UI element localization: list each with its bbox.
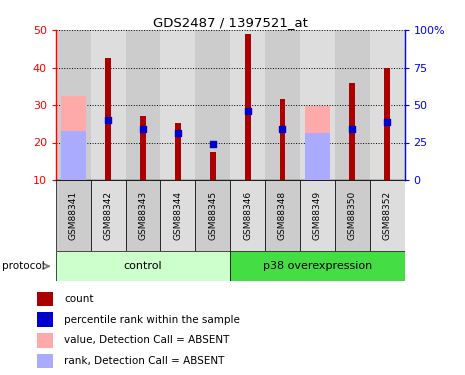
Bar <box>245 34 251 180</box>
Bar <box>56 30 91 180</box>
Bar <box>175 123 181 180</box>
Text: protocol: protocol <box>2 261 45 271</box>
Text: GSM88341: GSM88341 <box>69 191 78 240</box>
Bar <box>160 30 195 180</box>
Bar <box>305 106 330 180</box>
Bar <box>279 99 286 180</box>
Bar <box>305 133 330 180</box>
Bar <box>265 180 300 251</box>
Bar <box>160 180 195 251</box>
Text: GSM88348: GSM88348 <box>278 191 287 240</box>
Text: GSM88349: GSM88349 <box>313 191 322 240</box>
Bar <box>300 180 335 251</box>
Bar <box>37 333 53 348</box>
Title: GDS2487 / 1397521_at: GDS2487 / 1397521_at <box>153 16 308 29</box>
Bar <box>335 180 370 251</box>
Point <box>174 130 181 136</box>
Text: GSM88344: GSM88344 <box>173 191 182 240</box>
Bar <box>91 30 126 180</box>
Bar <box>140 116 146 180</box>
Bar <box>37 312 53 327</box>
Bar <box>37 292 53 306</box>
Text: GSM88350: GSM88350 <box>348 191 357 240</box>
Bar <box>230 251 405 281</box>
Bar <box>210 152 216 180</box>
Point <box>139 126 146 132</box>
Text: p38 overexpression: p38 overexpression <box>263 261 372 271</box>
Text: GSM88346: GSM88346 <box>243 191 252 240</box>
Bar <box>195 30 230 180</box>
Text: GSM88343: GSM88343 <box>139 191 147 240</box>
Bar <box>230 180 265 251</box>
Bar <box>349 82 355 180</box>
Bar <box>300 30 335 180</box>
Point <box>209 141 216 147</box>
Bar <box>265 30 300 180</box>
Bar <box>105 58 111 180</box>
Bar <box>60 96 86 180</box>
Bar <box>126 180 160 251</box>
Bar <box>126 30 160 180</box>
Text: count: count <box>64 294 93 304</box>
Bar <box>56 251 230 281</box>
Point <box>349 126 356 132</box>
Bar <box>56 180 91 251</box>
Text: GSM88352: GSM88352 <box>383 191 392 240</box>
Text: GSM88342: GSM88342 <box>104 191 113 240</box>
Text: control: control <box>124 261 162 271</box>
Point <box>383 119 391 125</box>
Point <box>244 108 251 114</box>
Text: GSM88345: GSM88345 <box>208 191 217 240</box>
Bar <box>384 68 390 180</box>
Text: rank, Detection Call = ABSENT: rank, Detection Call = ABSENT <box>64 356 224 366</box>
Bar <box>91 180 126 251</box>
Point <box>104 117 112 123</box>
Bar <box>195 180 230 251</box>
Bar <box>370 30 405 180</box>
Text: value, Detection Call = ABSENT: value, Detection Call = ABSENT <box>64 335 229 345</box>
Bar <box>230 30 265 180</box>
Bar <box>335 30 370 180</box>
Point <box>279 126 286 132</box>
Bar <box>37 354 53 368</box>
Bar <box>60 131 86 180</box>
Text: percentile rank within the sample: percentile rank within the sample <box>64 315 240 325</box>
Bar <box>370 180 405 251</box>
